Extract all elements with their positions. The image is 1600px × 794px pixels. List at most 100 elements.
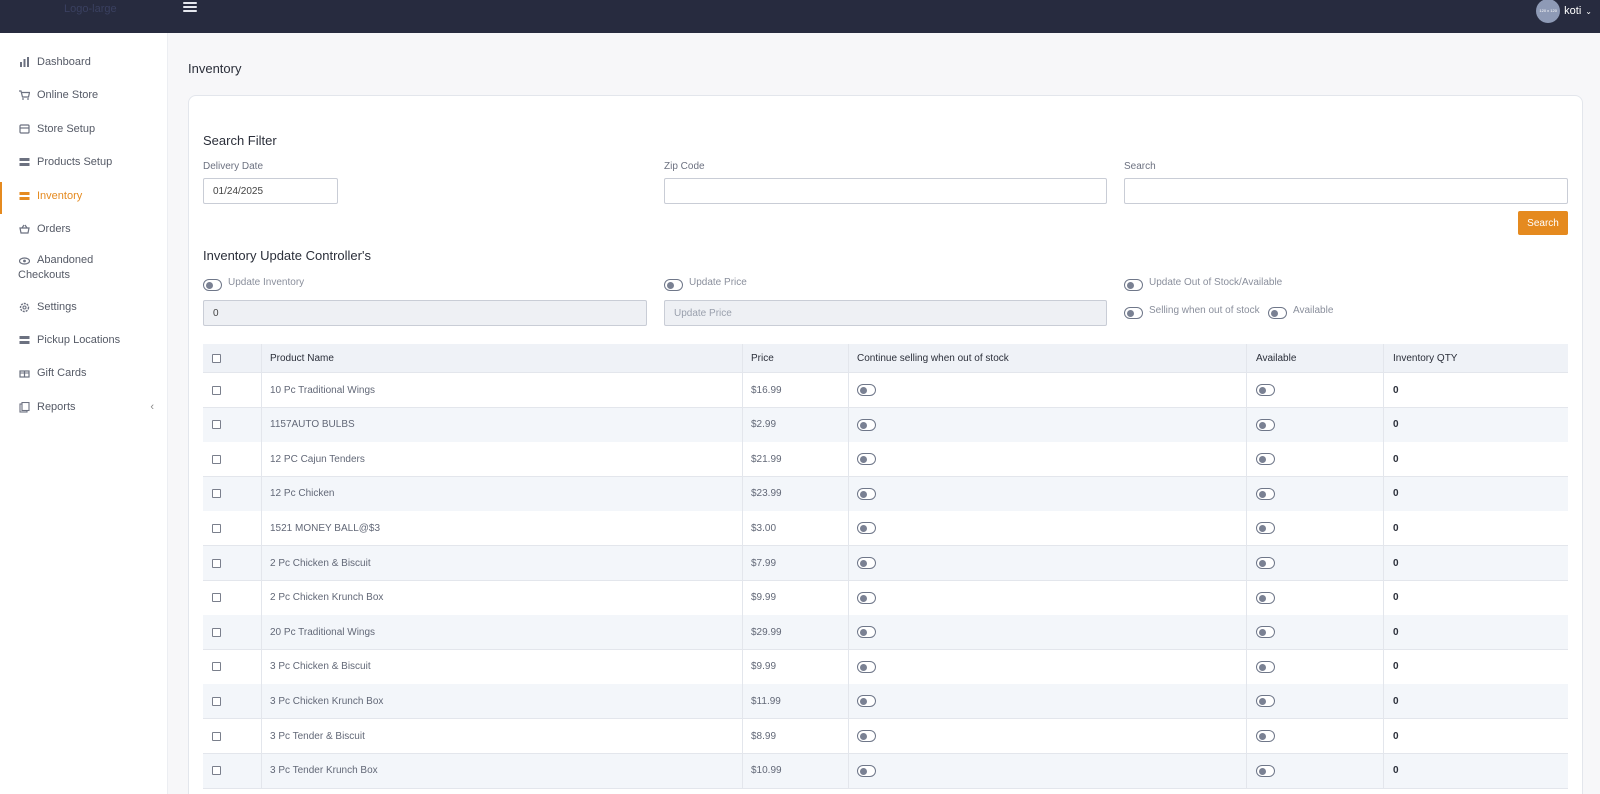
header-continue-selling[interactable]: Continue selling when out of stock [857,352,1009,364]
sidebar-item-store-setup[interactable]: Store Setup [0,123,168,135]
product-name: 12 PC Cajun Tenders [270,453,365,465]
bar-chart-icon [18,56,30,68]
sidebar-item-label: Settings [37,301,77,313]
available-toggle[interactable] [1256,626,1275,639]
selling-out-of-stock-label: Selling when out of stock [1149,305,1260,316]
select-all-checkbox[interactable] [212,353,221,363]
update-stock-toggle[interactable] [1124,279,1143,291]
product-name: 3 Pc Tender Krunch Box [270,765,378,777]
row-checkbox[interactable] [212,662,221,672]
update-inventory-input[interactable] [203,300,647,326]
product-price: $16.99 [751,384,782,396]
table-row: 12 PC Cajun Tenders $21.99 0 [203,442,1568,478]
sidebar: Dashboard Online Store Store Setup Produ… [0,33,168,794]
row-checkbox[interactable] [212,420,221,430]
row-checkbox[interactable] [212,627,221,637]
update-stock-label: Update Out of Stock/Available [1149,277,1283,288]
header-price[interactable]: Price [751,352,774,364]
sidebar-item-settings[interactable]: Settings [0,301,168,313]
available-toggle[interactable] [1256,557,1275,569]
update-price-input[interactable] [664,300,1107,326]
row-checkbox[interactable] [212,385,221,395]
row-checkbox[interactable] [212,489,221,499]
search-input[interactable] [1124,178,1568,204]
hamburger-menu-icon[interactable] [183,0,197,14]
page-title: Inventory [188,61,242,76]
header-product-name[interactable]: Product Name [270,352,334,364]
zip-code-input[interactable] [664,178,1107,204]
inventory-qty: 0 [1393,522,1399,534]
sidebar-item-gift-cards[interactable]: Gift Cards [0,367,168,379]
sidebar-item-online-store[interactable]: Online Store [0,89,168,101]
header-inventory-qty[interactable]: Inventory QTY [1393,352,1458,364]
continue-selling-toggle[interactable] [857,384,876,396]
available-toggle[interactable] [1256,591,1275,604]
continue-selling-toggle[interactable] [857,557,876,569]
row-checkbox[interactable] [212,696,221,706]
sidebar-item-label: Store Setup [37,123,96,135]
product-price: $2.99 [751,419,777,431]
available-label: Available [1293,305,1334,316]
row-checkbox[interactable] [212,593,221,603]
available-toggle[interactable] [1256,453,1275,466]
sidebar-item-dashboard[interactable]: Dashboard [0,56,168,68]
product-price: $23.99 [751,488,782,500]
avatar[interactable]: 120 x 120 [1536,0,1561,23]
store-icon [18,123,30,135]
sidebar-item-products-setup[interactable]: Products Setup [0,156,168,168]
delivery-date-input[interactable] [203,178,338,204]
product-price: $3.00 [751,522,777,534]
zip-code-label: Zip Code [664,161,705,172]
sidebar-item-pickup-locations[interactable]: Pickup Locations [0,334,168,346]
continue-selling-toggle[interactable] [857,591,876,604]
user-menu[interactable]: 120 x 120 koti ⌄ [1536,0,1592,23]
sidebar-item-label: Inventory [37,190,83,202]
available-toggle[interactable] [1256,487,1275,500]
available-toggle[interactable] [1256,522,1275,535]
continue-selling-toggle[interactable] [857,730,876,742]
update-inventory-toggle[interactable] [203,279,222,291]
continue-selling-toggle[interactable] [857,487,876,500]
search-filter-title: Search Filter [203,133,277,148]
chevron-left-icon[interactable]: ‹ [150,401,154,413]
header-available[interactable]: Available [1256,352,1297,364]
logo[interactable]: Logo-large [64,3,117,15]
update-price-toggle[interactable] [664,279,683,291]
continue-selling-toggle[interactable] [857,418,876,431]
inventory-qty: 0 [1393,626,1399,638]
row-checkbox[interactable] [212,558,221,568]
table-row: 3 Pc Chicken Krunch Box $11.99 0 [203,684,1568,720]
available-toggle[interactable] [1268,307,1287,319]
available-toggle[interactable] [1256,695,1275,708]
inventory-qty: 0 [1393,661,1399,673]
selling-out-of-stock-toggle[interactable] [1124,307,1143,319]
sidebar-item-inventory[interactable]: Inventory [0,182,168,214]
search-button[interactable]: Search [1518,211,1568,235]
sidebar-item-orders[interactable]: Orders [0,223,168,235]
available-toggle[interactable] [1256,730,1275,742]
row-checkbox[interactable] [212,523,221,533]
user-name[interactable]: koti [1564,5,1582,17]
continue-selling-toggle[interactable] [857,660,876,673]
continue-selling-toggle[interactable] [857,453,876,466]
continue-selling-toggle[interactable] [857,695,876,708]
sidebar-item-reports[interactable]: Reports ‹ [0,401,168,413]
sidebar-item-abandoned-checkouts[interactable]: Abandoned Checkouts [0,253,150,283]
sidebar-item-label: Abandoned Checkouts [18,254,94,281]
product-price: $10.99 [751,765,782,777]
table-header-row: Product Name Price Continue selling when… [203,344,1568,373]
chevron-down-icon[interactable]: ⌄ [1585,6,1592,16]
cart-icon [18,89,30,101]
available-toggle[interactable] [1256,660,1275,673]
continue-selling-toggle[interactable] [857,764,876,777]
table-row: 10 Pc Traditional Wings $16.99 0 [203,373,1568,408]
row-checkbox[interactable] [212,766,221,776]
row-checkbox[interactable] [212,454,221,464]
product-price: $11.99 [751,695,781,707]
available-toggle[interactable] [1256,384,1275,396]
available-toggle[interactable] [1256,764,1275,777]
available-toggle[interactable] [1256,418,1275,431]
continue-selling-toggle[interactable] [857,522,876,535]
continue-selling-toggle[interactable] [857,626,876,639]
row-checkbox[interactable] [212,731,221,741]
